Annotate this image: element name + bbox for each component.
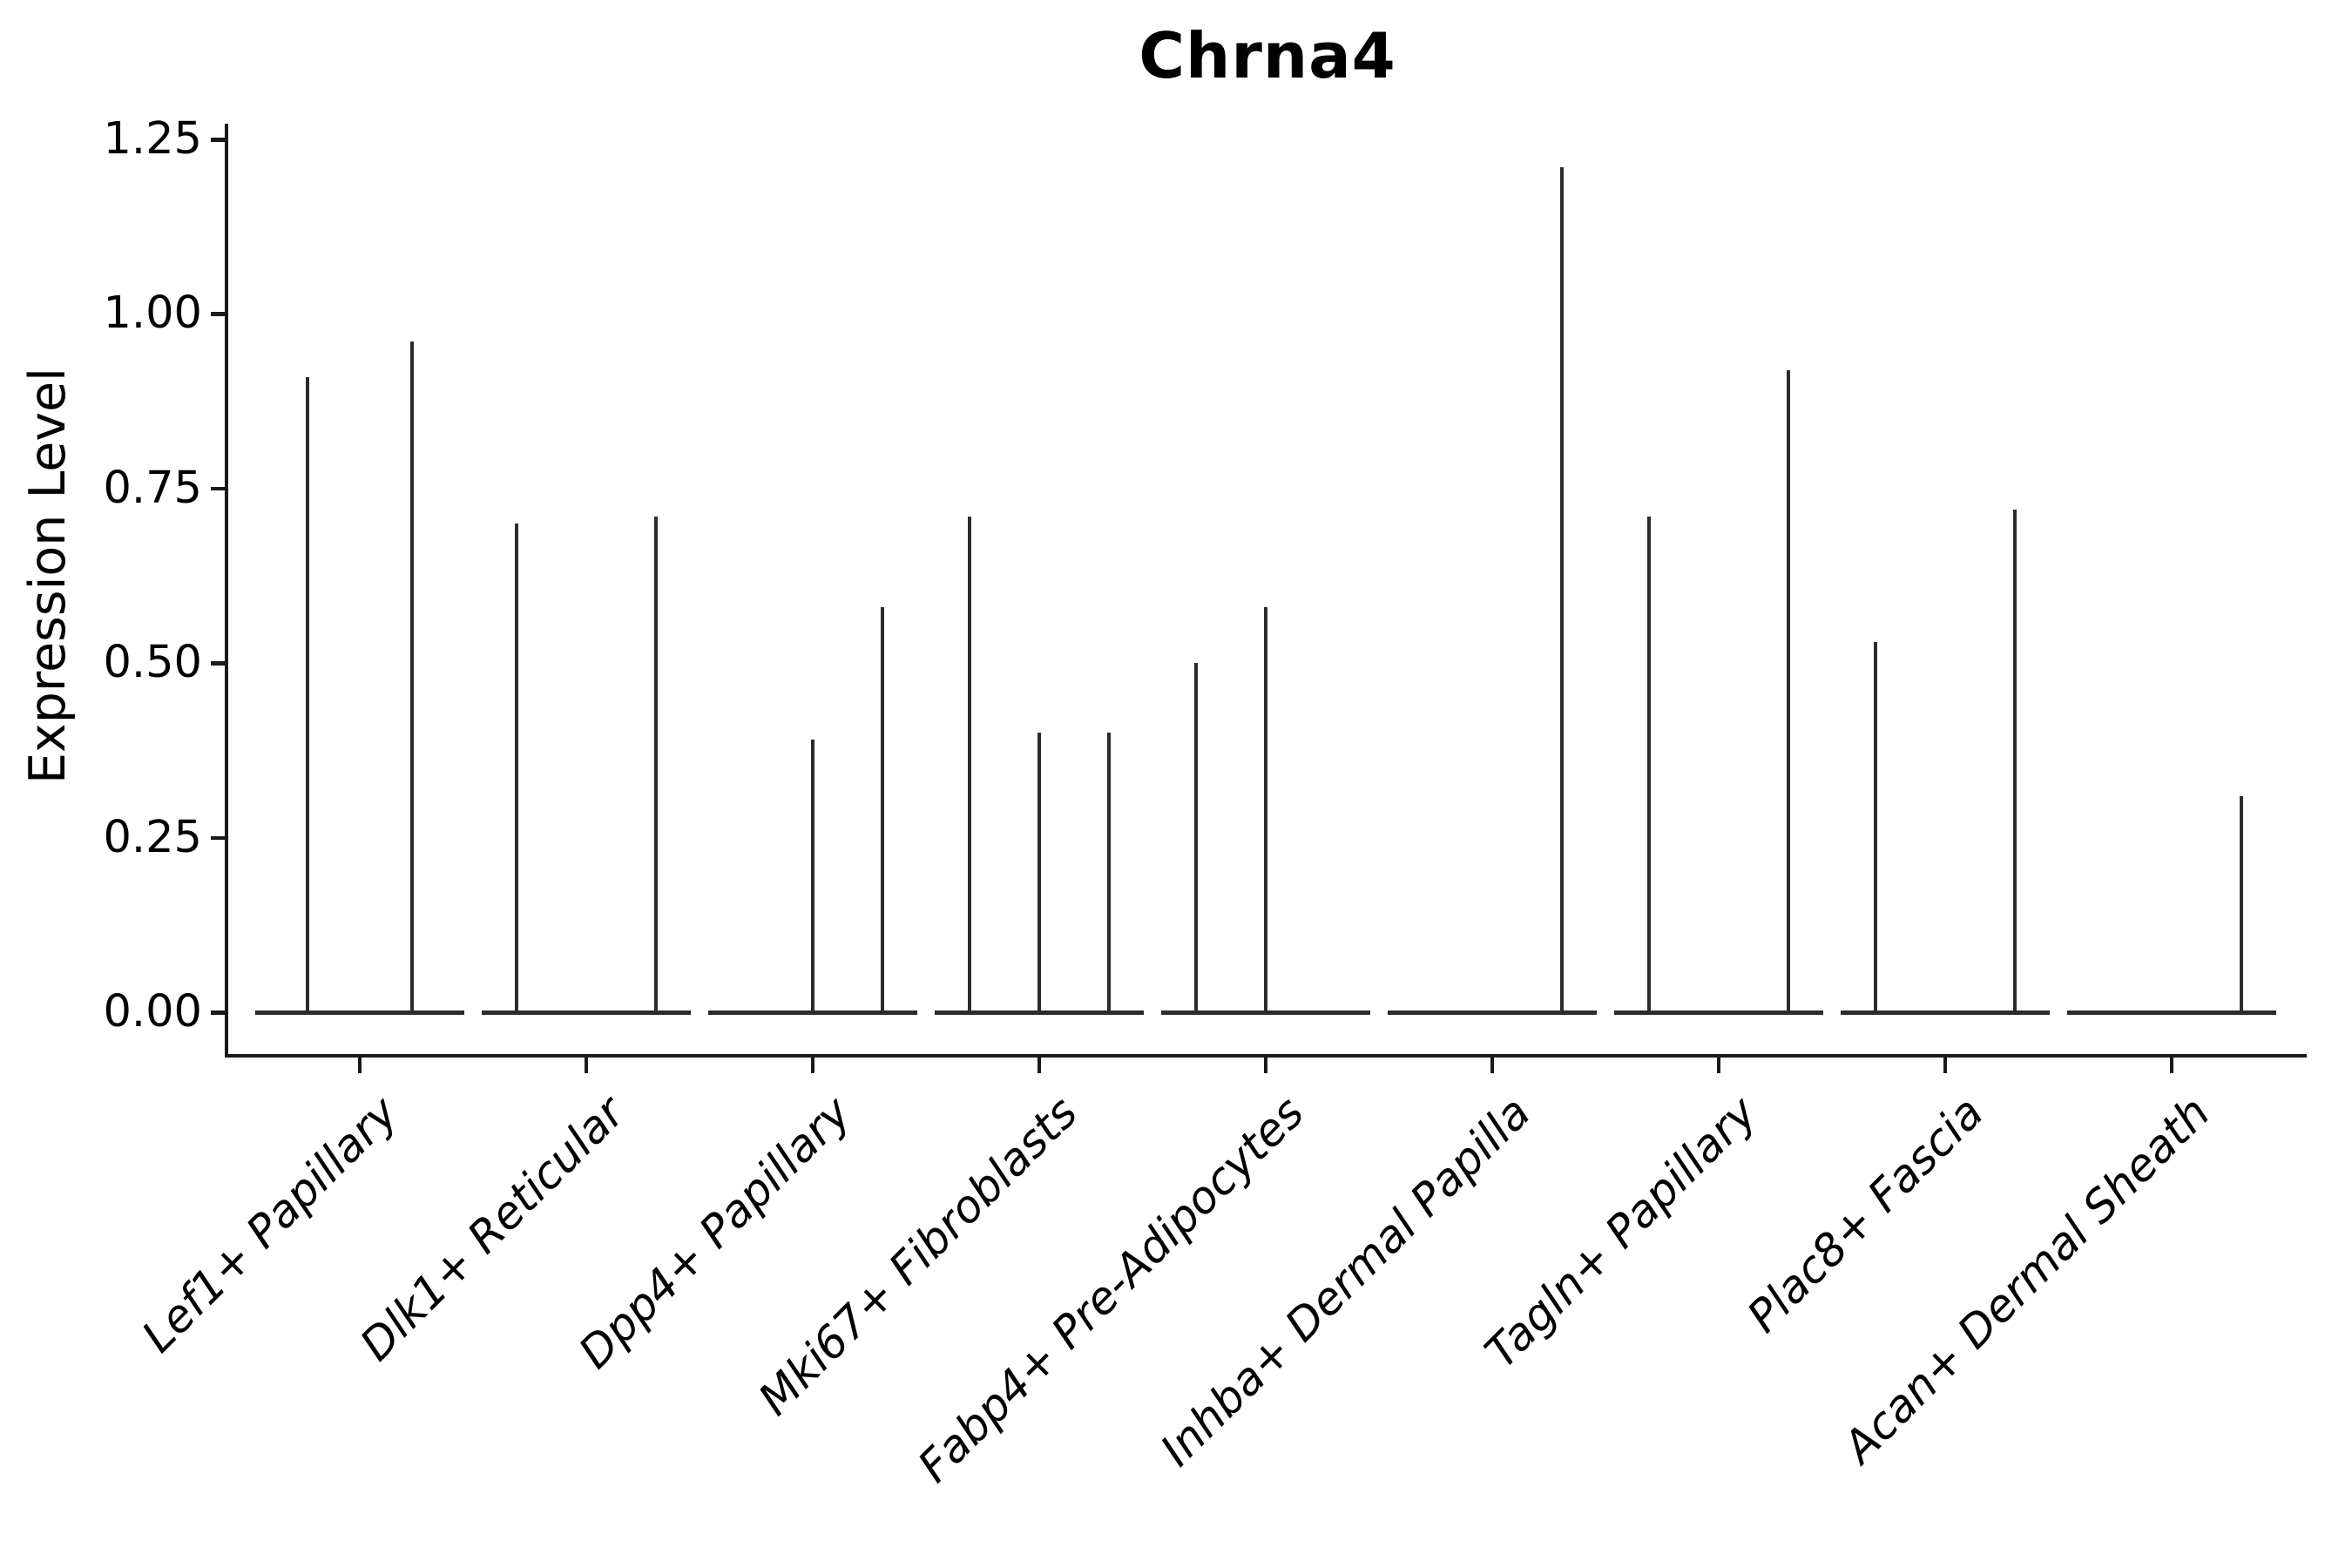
x-tick xyxy=(357,1058,362,1073)
violin-spike xyxy=(968,516,971,1015)
violin-spike xyxy=(306,376,309,1015)
y-tick xyxy=(211,835,225,841)
chart-title: Chrna4 xyxy=(1139,19,1396,92)
violin-spike xyxy=(1107,733,1111,1015)
violin-spike xyxy=(1264,607,1267,1015)
violin-spike xyxy=(1037,733,1041,1015)
violin-spike xyxy=(410,341,414,1015)
bottom-spine xyxy=(225,1054,2307,1058)
violin-spike xyxy=(654,516,658,1015)
y-tick xyxy=(211,1010,225,1015)
violin-baseline xyxy=(1841,1010,2050,1015)
violin-spike xyxy=(1647,516,1651,1015)
violin-spike xyxy=(1874,642,1877,1015)
y-tick-label: 0.00 xyxy=(103,986,202,1037)
violin-spike xyxy=(2240,795,2243,1015)
x-tick xyxy=(2169,1058,2174,1073)
y-tick-label: 0.75 xyxy=(103,462,202,514)
violin-baseline xyxy=(482,1010,691,1015)
violin-spike xyxy=(1787,369,1790,1015)
violin-baseline xyxy=(1614,1010,1823,1015)
violin-spike xyxy=(881,607,884,1015)
y-tick xyxy=(211,486,225,491)
violin-spike xyxy=(2013,509,2017,1015)
violin-baseline xyxy=(2067,1010,2276,1015)
x-tick xyxy=(810,1058,815,1073)
violin-baseline xyxy=(255,1010,464,1015)
x-tick xyxy=(1716,1058,1721,1073)
y-tick-label: 1.00 xyxy=(103,287,202,340)
x-tick xyxy=(1490,1058,1495,1073)
y-tick xyxy=(211,138,225,142)
x-tick xyxy=(1037,1058,1042,1073)
x-tick xyxy=(1263,1058,1268,1073)
violin-spike xyxy=(1194,663,1198,1015)
left-spine xyxy=(225,124,228,1058)
x-tick xyxy=(584,1058,589,1073)
y-tick-label: 0.25 xyxy=(103,811,202,863)
violin-spike xyxy=(1560,167,1564,1015)
y-tick-label: 0.50 xyxy=(103,637,202,689)
y-tick-label: 1.25 xyxy=(103,113,202,165)
violin-spike xyxy=(811,740,814,1015)
violin-baseline xyxy=(1388,1010,1597,1015)
violin-spike xyxy=(515,523,518,1015)
x-tick xyxy=(1943,1058,1948,1073)
y-tick xyxy=(211,312,225,316)
y-tick xyxy=(211,661,225,666)
